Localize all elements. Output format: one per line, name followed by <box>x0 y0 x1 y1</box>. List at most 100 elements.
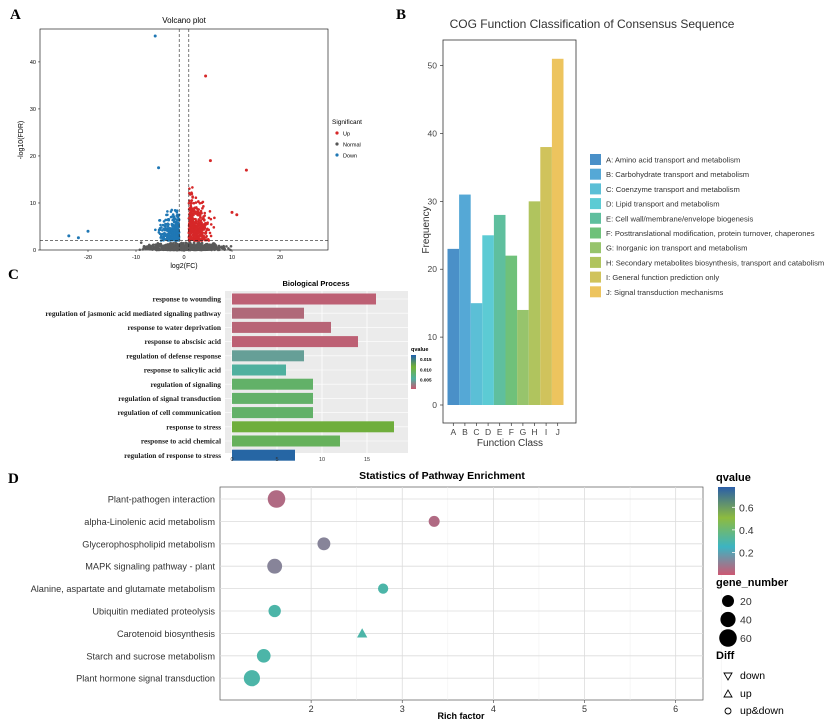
volcano-point-normal <box>225 245 228 248</box>
volcano-xlabel: log2(FC) <box>170 263 197 270</box>
volcano-point-up <box>194 227 198 230</box>
pw-category-labels: Plant-pathogen interaction alpha-Linoleni… <box>31 495 216 684</box>
legend-down-marker <box>335 153 339 157</box>
volcano-ytick-label: 40 <box>30 60 36 66</box>
volcano-point-down <box>164 222 167 226</box>
volcano-point-normal <box>138 248 142 252</box>
cog-bar-chart: COG Function Classification of Consensus… <box>421 17 824 449</box>
volcano-point-normal <box>170 242 173 245</box>
bp-bar <box>232 336 358 348</box>
cog-legend-swatch <box>590 154 601 165</box>
pw-point <box>377 583 389 594</box>
pw-category-label: Glycerophospholipid metabolism <box>82 539 215 549</box>
volcano-point-down <box>172 219 176 222</box>
volcano-point-up <box>190 217 193 221</box>
cog-legend-label: B: Carbohydrate transport and metabolism <box>606 170 749 179</box>
volcano-point-up <box>188 208 192 212</box>
volcano-point-normal <box>170 248 174 252</box>
cog-legend-label: I: General function prediction only <box>606 273 719 282</box>
volcano-point-up <box>194 233 197 236</box>
volcano-point-up <box>208 159 212 163</box>
pw-legend-size-marker <box>720 611 736 628</box>
volcano-point-up <box>208 231 212 235</box>
volcano-point-down <box>171 213 175 216</box>
bp-bar <box>232 407 313 419</box>
volcano-point-down <box>162 238 165 242</box>
bp-category-label: regulation of jasmonic acid mediated sig… <box>45 309 221 318</box>
volcano-point-up <box>209 223 213 226</box>
volcano-xtick-label: 0 <box>182 255 185 261</box>
volcano-point-normal <box>157 248 161 252</box>
legend-normal-label: Normal <box>343 143 361 149</box>
pw-category-label: Carotenoid biosynthesis <box>117 629 215 639</box>
volcano-point-up <box>204 236 208 239</box>
volcano-point-up <box>205 228 208 232</box>
volcano-point-up <box>203 214 207 217</box>
volcano-point-normal <box>181 244 184 247</box>
cog-ytick-label: 20 <box>428 264 438 274</box>
volcano-point-up <box>190 227 194 231</box>
pw-point <box>256 648 271 663</box>
bp-category-labels: response to wounding regulation of jasmon… <box>45 295 221 460</box>
legend-normal-marker <box>335 142 339 146</box>
cog-bar-j <box>551 58 564 406</box>
volcano-ytick-label: 20 <box>30 154 36 160</box>
cog-legend-label: F: Posttranslational modification, prote… <box>606 229 815 238</box>
cog-ytick-label: 40 <box>428 128 438 138</box>
volcano-point-up <box>199 224 203 228</box>
pw-legend-size-marker <box>721 594 735 608</box>
bp-legend-colorbar <box>411 355 416 389</box>
volcano-point-up <box>193 235 197 239</box>
volcano-point-normal <box>139 241 143 244</box>
volcano-point-normal <box>204 246 207 250</box>
cog-legend-swatch <box>590 198 601 210</box>
volcano-point-down <box>163 233 166 237</box>
pw-point <box>428 515 440 527</box>
bp-category-label: response to water deprivation <box>127 323 221 332</box>
pw-point <box>267 558 283 574</box>
volcano-point-up <box>203 226 207 230</box>
volcano-point-normal <box>154 243 157 246</box>
volcano-point-down <box>160 226 163 229</box>
volcano-point-up <box>194 201 198 204</box>
volcano-ylabel: -log10(FDR) <box>18 121 25 160</box>
volcano-point-up <box>193 206 196 210</box>
volcano-xtick-label: 20 <box>277 255 283 261</box>
pw-legend-qvalue-ticks: 0.6 0.4 0.2 <box>732 502 754 559</box>
panel-letter-c: C <box>8 267 19 283</box>
volcano-point-up <box>199 209 203 213</box>
legend-down-triangle-icon <box>723 672 733 681</box>
volcano-point-up <box>230 210 234 214</box>
volcano-point-normal <box>229 244 233 248</box>
pw-point-triangle <box>357 628 368 638</box>
cog-legend-swatch <box>590 168 601 180</box>
pw-xtick-label: 5 <box>582 704 587 714</box>
volcano-point-normal <box>186 243 189 247</box>
volcano-ticks: -20 -10 0 10 20 0 10 20 30 40 <box>30 60 283 261</box>
bp-legend-title: qvalue <box>411 347 428 353</box>
cog-legend-swatch <box>590 271 601 283</box>
volcano-point-down <box>161 236 164 240</box>
pw-point <box>267 490 286 508</box>
volcano-point-up <box>198 201 202 205</box>
cog-bar-a <box>447 248 460 405</box>
volcano-point-normal <box>153 247 156 250</box>
legend-circle-icon <box>724 707 732 715</box>
legend-up-triangle-icon <box>723 689 733 698</box>
volcano-xtick-label: 10 <box>229 255 235 261</box>
volcano-point-normal <box>190 243 193 246</box>
volcano-point-down <box>166 210 169 213</box>
bp-bar <box>232 307 304 319</box>
volcano-point-down <box>167 232 170 236</box>
volcano-point-normal <box>229 248 232 252</box>
pw-title: Statistics of Pathway Enrichment <box>359 470 525 482</box>
cog-xtick-label: H <box>531 427 537 437</box>
cog-title: COG Function Classification of Consensus… <box>450 17 735 31</box>
volcano-point-normal <box>196 247 200 251</box>
legend-up-marker <box>335 131 339 135</box>
pw-category-label: Plant-pathogen interaction <box>108 495 215 505</box>
volcano-point-up <box>207 238 211 242</box>
pw-legend-size-label: 20 <box>740 596 752 608</box>
volcano-point-up <box>204 222 208 226</box>
